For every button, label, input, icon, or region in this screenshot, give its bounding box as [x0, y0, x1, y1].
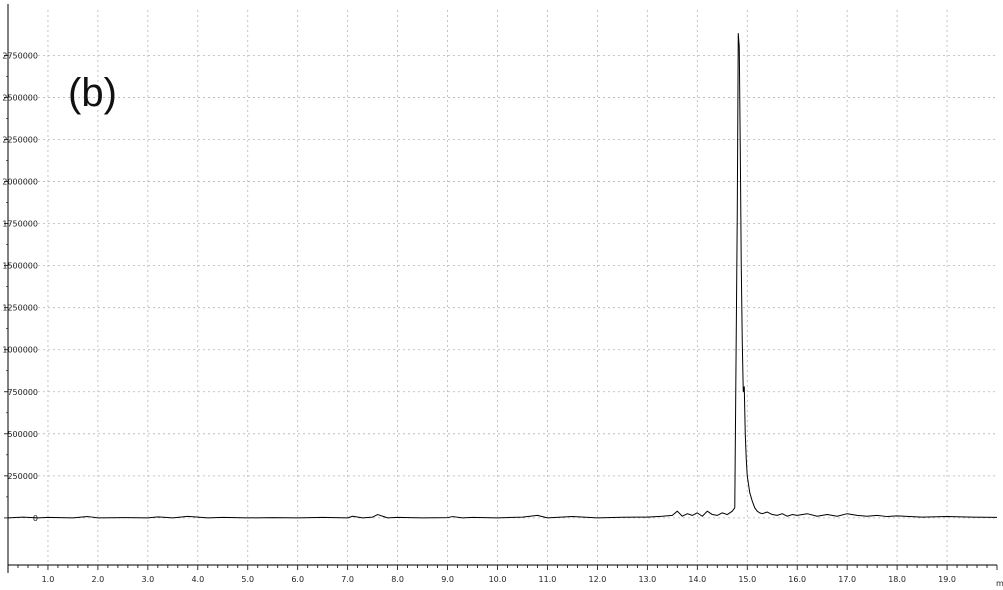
- x-axis-unit-fragment: m: [996, 579, 1003, 588]
- x-tick-label: 2.0: [92, 575, 105, 584]
- x-tick-label: 19.0: [938, 575, 956, 584]
- x-tick-label: 15.0: [738, 575, 756, 584]
- x-tick-label: 12.0: [588, 575, 606, 584]
- y-tick-label: 1500000: [2, 262, 38, 271]
- x-tick-label: 13.0: [638, 575, 656, 584]
- x-tick-label: 16.0: [788, 575, 806, 584]
- x-tick-label: 9.0: [441, 575, 454, 584]
- x-tick-label: 6.0: [291, 575, 304, 584]
- series-line-0: [7, 33, 998, 519]
- axis-layer: 1.0 2.0 3.0 4.0 5.0 6.0 7.0 8.0 9.0 10.0 11.0 12.0 1…: [2, 4, 998, 584]
- x-tick-label: 10.0: [489, 575, 507, 584]
- x-tick-label: 7.0: [341, 575, 354, 584]
- y-tick-label: 250000: [7, 472, 38, 481]
- panel-label: (b): [68, 71, 117, 115]
- x-tick-label: 4.0: [191, 575, 204, 584]
- y-tick-label: 1250000: [2, 304, 38, 313]
- x-tick-label: 18.0: [888, 575, 906, 584]
- y-tick-label: 1000000: [2, 346, 38, 355]
- y-tick-label: 2250000: [2, 136, 38, 145]
- x-tick-label: 5.0: [241, 575, 254, 584]
- y-tick-label: 0: [33, 514, 38, 523]
- x-tick-label: 8.0: [391, 575, 404, 584]
- y-tick-label: 2000000: [2, 178, 38, 187]
- x-tick-label: 14.0: [688, 575, 706, 584]
- y-tick-label: 2500000: [2, 93, 38, 102]
- y-tick-label: 750000: [7, 388, 38, 397]
- y-tick-label: 1750000: [2, 220, 38, 229]
- y-tick-label: 500000: [7, 430, 38, 439]
- x-tick-label: 11.0: [539, 575, 557, 584]
- x-tick-label: 17.0: [838, 575, 856, 584]
- y-tick-label: 2750000: [2, 51, 38, 60]
- x-tick-label: 1.0: [42, 575, 55, 584]
- x-tick-label: 3.0: [141, 575, 154, 584]
- series-layer: [7, 33, 998, 519]
